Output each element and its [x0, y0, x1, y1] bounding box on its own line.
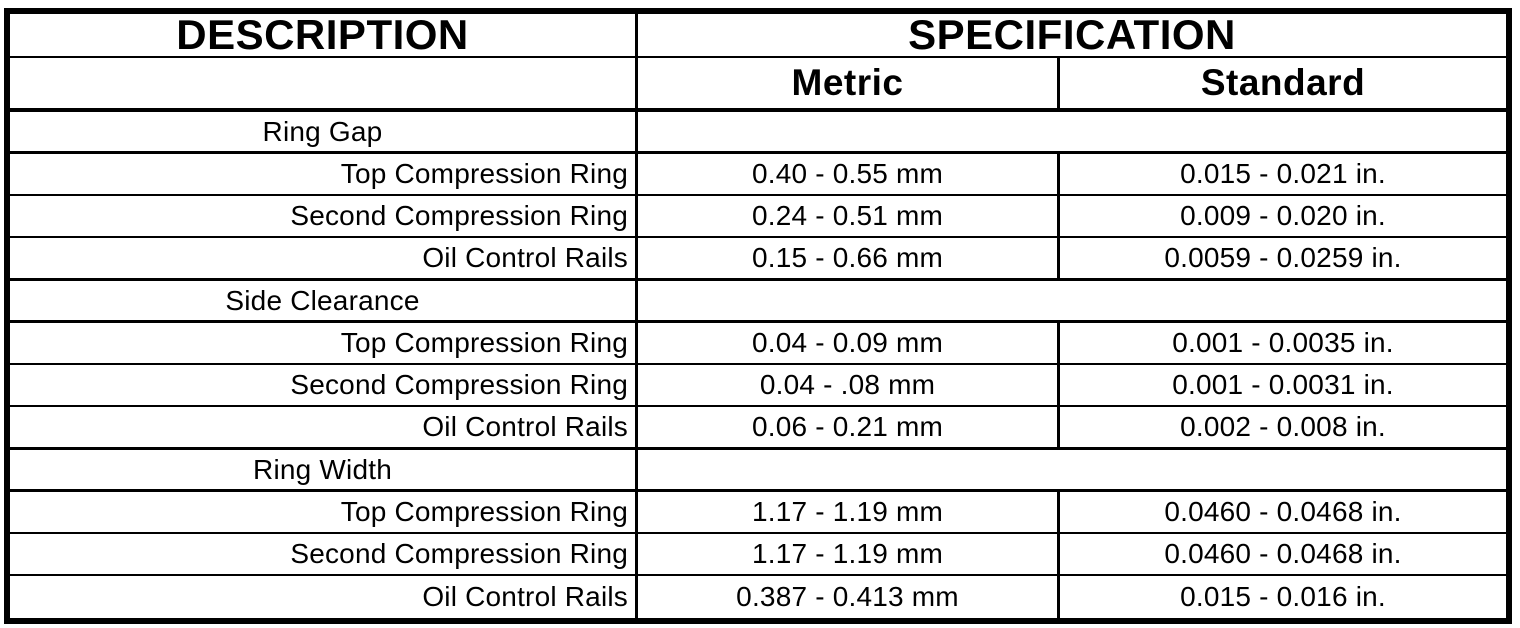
row-label: Second Compression Ring: [10, 196, 638, 236]
metric-value: 0.387 - 0.413 mm: [638, 576, 1060, 618]
spec-row: Second Compression Ring 1.17 - 1.19 mm 0…: [10, 534, 1506, 576]
metric-value: 0.04 - 0.09 mm: [638, 323, 1060, 363]
row-label: Top Compression Ring: [10, 492, 638, 532]
standard-value: 0.001 - 0.0031 in.: [1172, 369, 1394, 400]
spec-row: Top Compression Ring 0.40 - 0.55 mm 0.01…: [10, 154, 1506, 196]
section-header-row-ring-gap: Ring Gap: [10, 112, 1506, 154]
section-header-row-side-clearance: Side Clearance: [10, 281, 1506, 323]
spec-row: Second Compression Ring 0.04 - .08 mm 0.…: [10, 365, 1506, 407]
col-header-specification: SPECIFICATION: [908, 14, 1236, 56]
section-empty-cell: [638, 450, 1506, 489]
section-header-row-ring-width: Ring Width: [10, 450, 1506, 492]
row-label: Second Compression Ring: [10, 365, 638, 405]
standard-value: 0.009 - 0.020 in.: [1180, 200, 1386, 231]
spec-row: Oil Control Rails 0.06 - 0.21 mm 0.002 -…: [10, 407, 1506, 450]
metric-value: 1.17 - 1.19 mm: [638, 492, 1060, 532]
standard-value: 0.0460 - 0.0468 in.: [1164, 538, 1402, 569]
col-header-description: DESCRIPTION: [10, 14, 638, 56]
spec-row: Top Compression Ring 0.04 - 0.09 mm 0.00…: [10, 323, 1506, 365]
metric-value: 0.06 - 0.21 mm: [638, 407, 1060, 447]
spec-row: Oil Control Rails 0.387 - 0.413 mm 0.015…: [10, 576, 1506, 618]
metric-value: 0.04 - .08 mm: [638, 365, 1060, 405]
section-empty-cell: [638, 281, 1506, 320]
section-title: Ring Gap: [10, 112, 638, 151]
row-label: Oil Control Rails: [10, 576, 638, 618]
spec-table: DESCRIPTION SPECIFICATION Metric Standar…: [4, 8, 1512, 624]
row-label: Oil Control Rails: [10, 238, 638, 278]
section-title: Side Clearance: [10, 281, 638, 320]
spec-row: Top Compression Ring 1.17 - 1.19 mm 0.04…: [10, 492, 1506, 534]
metric-value: 0.40 - 0.55 mm: [638, 154, 1060, 194]
standard-value: 0.015 - 0.021 in.: [1180, 158, 1386, 189]
subheader-row: Metric Standard: [10, 58, 1506, 112]
spec-row: Oil Control Rails 0.15 - 0.66 mm 0.0059 …: [10, 238, 1506, 281]
metric-value: 0.24 - 0.51 mm: [638, 196, 1060, 236]
metric-value: 1.17 - 1.19 mm: [638, 534, 1060, 574]
col-header-standard: Standard: [1200, 62, 1366, 103]
row-label: Top Compression Ring: [10, 323, 638, 363]
standard-value: 0.001 - 0.0035 in.: [1172, 327, 1394, 358]
section-title: Ring Width: [10, 450, 638, 489]
standard-value: 0.015 - 0.016 in.: [1180, 581, 1386, 612]
standard-value: 0.0460 - 0.0468 in.: [1164, 496, 1402, 527]
col-header-metric: Metric: [638, 58, 1060, 108]
standard-value: 0.0059 - 0.0259 in.: [1164, 242, 1402, 273]
subheader-empty-cell: [10, 58, 638, 108]
spec-row: Second Compression Ring 0.24 - 0.51 mm 0…: [10, 196, 1506, 238]
section-empty-cell: [638, 112, 1506, 151]
standard-value: 0.002 - 0.008 in.: [1180, 411, 1386, 442]
row-label: Top Compression Ring: [10, 154, 638, 194]
metric-value: 0.15 - 0.66 mm: [638, 238, 1060, 278]
header-row: DESCRIPTION SPECIFICATION: [10, 14, 1506, 58]
row-label: Oil Control Rails: [10, 407, 638, 447]
row-label: Second Compression Ring: [10, 534, 638, 574]
